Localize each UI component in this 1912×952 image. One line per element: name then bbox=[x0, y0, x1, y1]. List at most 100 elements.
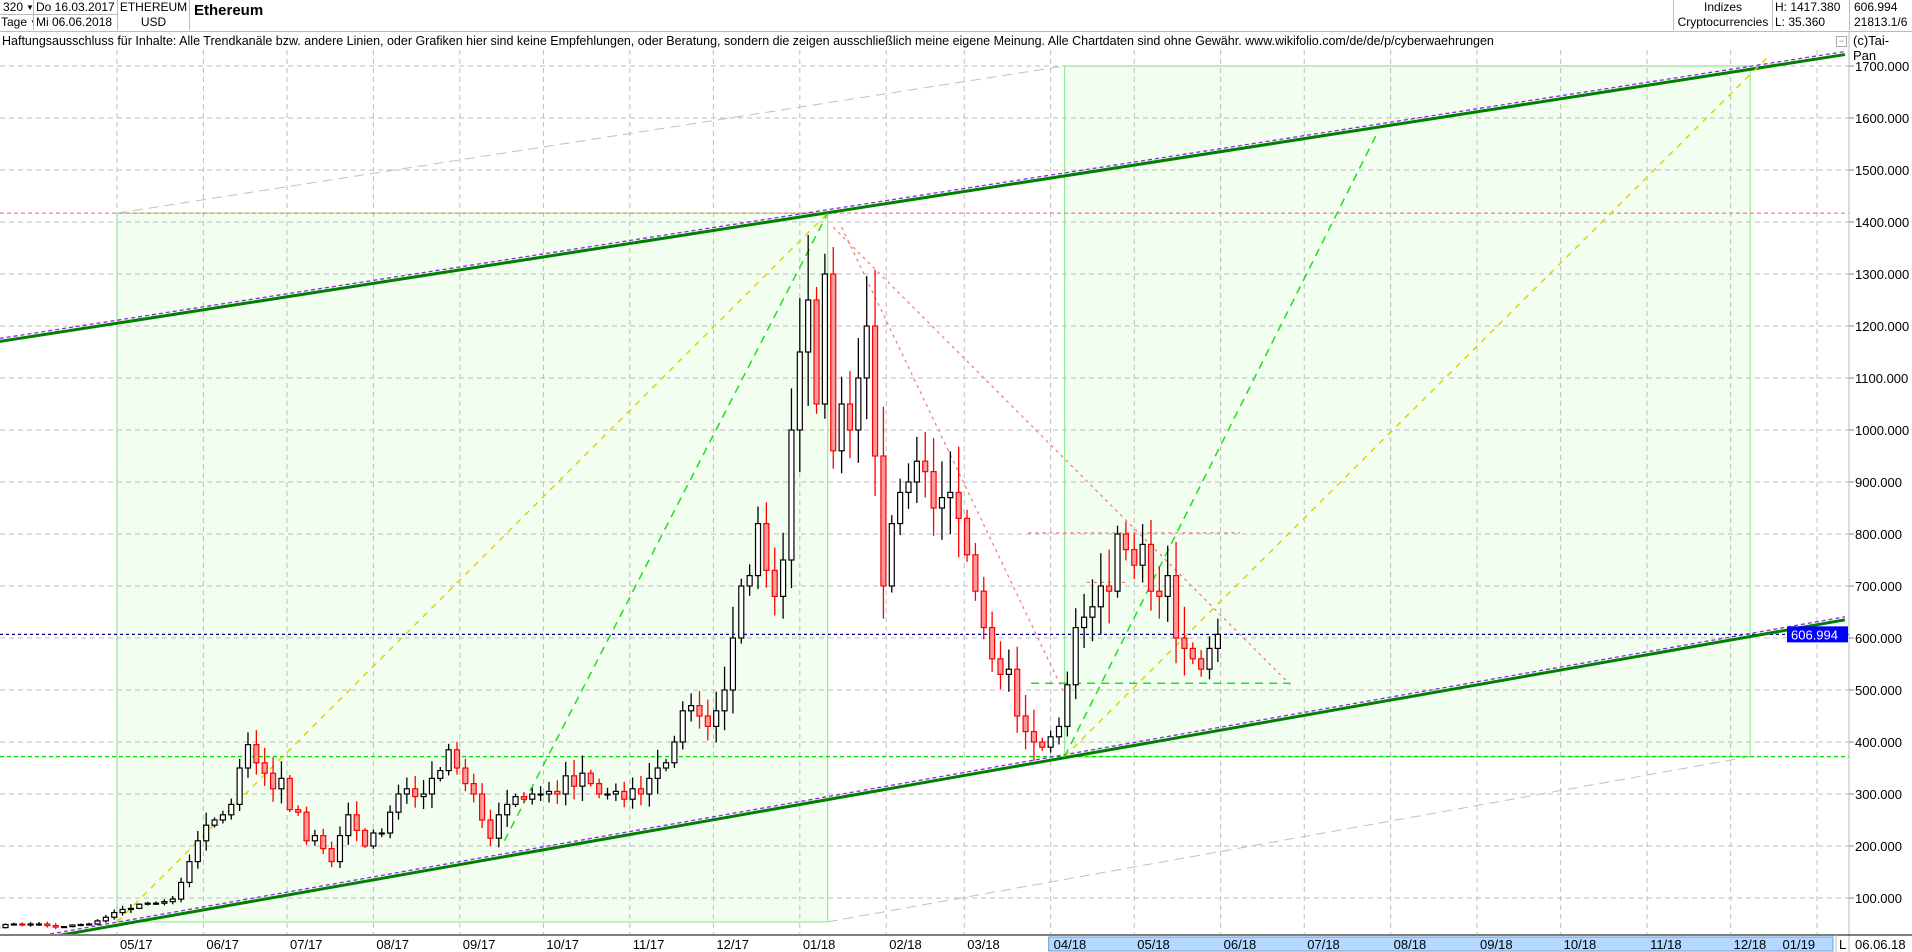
y-tick-label: 600.000 bbox=[1855, 631, 1902, 646]
yellow-dash-trendline bbox=[1064, 54, 1771, 758]
x-tick-label: 07/18 bbox=[1307, 937, 1340, 952]
candle-body bbox=[880, 455, 887, 587]
channel-shadow-line bbox=[49, 616, 1846, 934]
candle-body bbox=[779, 559, 787, 598]
candle-body bbox=[704, 715, 711, 727]
x-tick-label: 05/18 bbox=[1137, 937, 1170, 952]
candle-body bbox=[378, 832, 385, 835]
candle-body bbox=[228, 803, 235, 816]
candle-body bbox=[403, 788, 410, 795]
candle-body bbox=[688, 704, 695, 712]
projection-box bbox=[116, 212, 829, 923]
candle-body bbox=[520, 795, 528, 800]
candle-body bbox=[1039, 741, 1046, 748]
x-tick-label: 06/18 bbox=[1224, 937, 1257, 952]
candle-body bbox=[537, 793, 544, 796]
candle-body bbox=[478, 793, 486, 821]
y-tick-label: 200.000 bbox=[1855, 839, 1902, 854]
period-unit-dropdown[interactable]: Tage bbox=[0, 15, 34, 30]
symbol: ETHEREUM bbox=[119, 0, 188, 14]
x-tick-label: 01/19 bbox=[1783, 937, 1816, 952]
y-tick-label: 100.000 bbox=[1855, 891, 1902, 906]
red-dot-trendline bbox=[832, 226, 1291, 686]
candle-body bbox=[119, 908, 126, 914]
candle-body bbox=[420, 793, 427, 798]
candle-body bbox=[938, 497, 946, 509]
candle-body bbox=[997, 658, 1004, 675]
candle-body bbox=[60, 925, 68, 929]
candle-body bbox=[487, 819, 494, 839]
candle-body bbox=[629, 788, 636, 800]
candle-body bbox=[412, 788, 419, 798]
candle-body bbox=[796, 351, 803, 431]
candle-body bbox=[1072, 626, 1079, 686]
candle-body bbox=[1164, 574, 1171, 597]
candle-body bbox=[311, 834, 318, 842]
x-tick-label: 08/17 bbox=[376, 937, 409, 952]
candle-body bbox=[77, 923, 84, 927]
candle-body bbox=[236, 767, 243, 806]
collapse-button[interactable]: − bbox=[1836, 36, 1847, 47]
candle-body bbox=[278, 777, 285, 790]
y-tick-label: 400.000 bbox=[1855, 735, 1902, 750]
candle-body bbox=[846, 403, 854, 431]
candle-body bbox=[1198, 658, 1205, 670]
x-tick-label: 10/17 bbox=[546, 937, 579, 952]
projection-box bbox=[1063, 65, 1751, 758]
candle-body bbox=[178, 881, 185, 900]
candle-body bbox=[1131, 548, 1138, 566]
candle-body bbox=[972, 554, 979, 592]
candle-body bbox=[169, 898, 176, 903]
candle-body bbox=[1206, 647, 1213, 670]
candle-body bbox=[203, 824, 210, 842]
y-tick-label: 1100.000 bbox=[1855, 371, 1908, 386]
candle-body bbox=[1080, 616, 1088, 629]
chart-title: Ethereum bbox=[194, 2, 264, 19]
x-tick-label: 03/18 bbox=[967, 937, 1000, 952]
green-dash-trendline bbox=[503, 212, 829, 842]
candle-body bbox=[1005, 668, 1012, 676]
candle-body bbox=[286, 777, 293, 811]
candle-body bbox=[612, 790, 619, 795]
candle-body bbox=[754, 522, 762, 577]
plot-area bbox=[0, 50, 1849, 934]
candle-body bbox=[1089, 606, 1096, 618]
disclaimer-text: Haftungsausschluss für Inhalte: Alle Tre… bbox=[2, 34, 1494, 48]
chart-header: 320 Tage Do 16.03.2017 Mi 06.06.2018 ETH… bbox=[0, 0, 1912, 32]
candle-body bbox=[1022, 715, 1029, 733]
y-tick-label: 1400.000 bbox=[1855, 215, 1909, 230]
time-axis-end-marker: L bbox=[1839, 937, 1846, 952]
candle-body bbox=[219, 814, 227, 821]
candle-body bbox=[2, 923, 9, 929]
candle-body bbox=[955, 491, 962, 519]
subgroup: Cryptocurrencies bbox=[1677, 15, 1769, 29]
candle-body bbox=[1181, 637, 1188, 649]
x-tick-label: 11/17 bbox=[633, 937, 665, 952]
last-value: 606.994 bbox=[1854, 0, 1898, 14]
time-axis-highlight bbox=[1048, 936, 1834, 952]
candle-body bbox=[353, 814, 360, 831]
candle-body bbox=[646, 777, 653, 795]
high-low-cell: H: 1417.380 L: 35.360 bbox=[1773, 0, 1850, 30]
start-date-field[interactable]: Do 16.03.2017 bbox=[34, 0, 118, 15]
red-dot-trendline bbox=[841, 226, 1071, 706]
x-tick-label: 02/18 bbox=[889, 937, 922, 952]
candle-body bbox=[495, 814, 502, 839]
candle-body bbox=[395, 793, 402, 813]
y-tick-label: 700.000 bbox=[1855, 579, 1902, 594]
y-tick-label: 1300.000 bbox=[1855, 267, 1909, 282]
end-date-field[interactable]: Mi 06.06.2018 bbox=[34, 15, 118, 30]
candle-body bbox=[838, 403, 845, 452]
y-tick-label: 500.000 bbox=[1855, 683, 1902, 698]
x-tick-label: 11/18 bbox=[1650, 937, 1682, 952]
candle-body bbox=[86, 923, 93, 926]
x-tick-label: 07/17 bbox=[290, 937, 323, 952]
candle-body bbox=[596, 782, 603, 795]
candle-body bbox=[696, 704, 703, 717]
candle-body bbox=[821, 273, 828, 405]
candle-body bbox=[1147, 543, 1155, 592]
candle-body bbox=[69, 924, 76, 928]
high-value: H: 1417.380 bbox=[1775, 0, 1841, 14]
currency: USD bbox=[140, 15, 167, 29]
